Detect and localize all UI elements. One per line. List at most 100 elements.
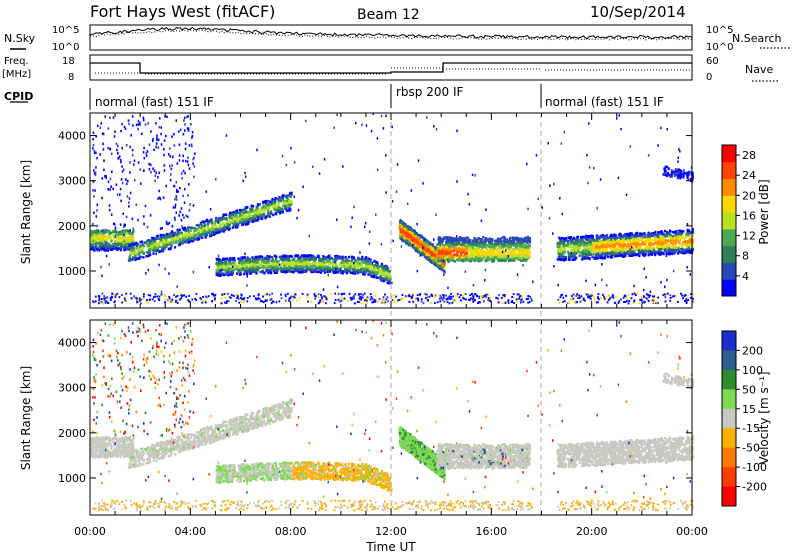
- echo-cell: [465, 237, 468, 240]
- echo-cell: [186, 226, 190, 229]
- echo-cell: [490, 245, 493, 249]
- echo-cell: [147, 239, 150, 242]
- echo-cell: [338, 257, 341, 260]
- echo-cell: [174, 197, 176, 201]
- echo-cell: [112, 233, 115, 237]
- echo-cell: [246, 219, 249, 222]
- echo-cell: [234, 211, 237, 214]
- echo-cell: [326, 265, 329, 268]
- echo-cell: [266, 266, 269, 269]
- echo-cell: [344, 255, 347, 259]
- echo-cell: [496, 254, 499, 257]
- echo-cell: [485, 251, 488, 255]
- echo-cell: [249, 217, 252, 221]
- echo-cell: [101, 229, 104, 232]
- echo-cell: [206, 226, 209, 229]
- echo-cell: [502, 259, 505, 262]
- echo-cell: [468, 240, 471, 244]
- echo-cell: [93, 151, 96, 155]
- echo-cell: [429, 242, 432, 246]
- echo-cell: [288, 206, 291, 210]
- echo-cell: [354, 270, 357, 273]
- echo-cell: [438, 264, 441, 267]
- echo-cell: [251, 217, 254, 220]
- echo-cell: [464, 259, 468, 262]
- echo-cell: [101, 232, 104, 235]
- echo-cell: [354, 261, 357, 264]
- echo-cell: [113, 230, 116, 234]
- echo-cell: [112, 222, 115, 225]
- echo-cell: [218, 231, 221, 234]
- echo-cell: [191, 136, 193, 139]
- echo-cell: [256, 215, 259, 218]
- echo-cell: [131, 256, 135, 259]
- echo-cell: [287, 197, 290, 201]
- echo-cell: [477, 247, 481, 251]
- echo-cell: [121, 146, 123, 150]
- echo-cell: [256, 269, 259, 272]
- echo-cell: [472, 258, 475, 261]
- echo-cell: [144, 123, 147, 126]
- echo-cell: [178, 243, 181, 246]
- echo-cell: [100, 237, 103, 240]
- echo-cell: [117, 144, 119, 148]
- echo-cell: [315, 262, 318, 265]
- echo-cell: [231, 271, 234, 274]
- echo-cell: [262, 260, 265, 264]
- echo-cell: [436, 247, 439, 251]
- echo-cell: [371, 263, 374, 267]
- echo-cell: [508, 238, 511, 242]
- echo-cell: [210, 232, 213, 235]
- echo-cell: [334, 270, 337, 274]
- echo-cell: [338, 263, 342, 267]
- echo-cell: [497, 255, 500, 259]
- echo-cell: [410, 229, 413, 232]
- echo-cell: [109, 147, 111, 151]
- echo-cell: [410, 231, 413, 234]
- echo-cell: [468, 242, 471, 245]
- echo-cell: [284, 270, 287, 273]
- echo-cell: [142, 256, 145, 259]
- echo-cell: [161, 242, 164, 245]
- echo-cell: [173, 184, 175, 188]
- echo-cell: [248, 218, 251, 221]
- echo-cell: [288, 259, 291, 262]
- beam-label: Beam 12: [357, 7, 420, 23]
- echo-cell: [342, 260, 345, 264]
- echo-cell: [177, 233, 180, 236]
- echo-cell: [386, 276, 389, 280]
- echo-cell: [399, 233, 402, 237]
- echo-cell: [346, 264, 349, 268]
- echo-cell: [293, 257, 296, 261]
- echo-cell: [266, 212, 270, 216]
- echo-cell: [461, 240, 464, 244]
- echo-cell: [176, 162, 179, 165]
- echo-cell: [251, 205, 255, 208]
- echo-cell: [520, 256, 523, 259]
- echo-cell: [159, 197, 162, 201]
- noise-top-left: 10^5: [52, 25, 79, 36]
- echo-cell: [181, 240, 184, 243]
- echo-cell: [513, 249, 516, 252]
- echo-cell: [93, 239, 96, 242]
- echo-cell: [462, 246, 465, 249]
- echo-cell: [212, 223, 215, 227]
- cpid-label: CPID: [4, 90, 33, 103]
- echo-cell: [295, 263, 298, 266]
- echo-cell: [223, 213, 226, 216]
- echo-cell: [116, 148, 118, 152]
- echo-cell: [273, 200, 276, 203]
- echo-cell: [255, 258, 258, 261]
- echo-cell: [246, 205, 249, 209]
- echo-cell: [504, 254, 507, 257]
- echo-cell: [268, 255, 271, 258]
- echo-cell: [282, 270, 285, 274]
- echo-cell: [129, 254, 132, 257]
- echo-cell: [204, 236, 207, 239]
- echo-cell: [268, 257, 271, 260]
- echo-cell: [97, 238, 100, 241]
- echo-cell: [246, 256, 249, 259]
- echo-cell: [441, 238, 444, 241]
- echo-cell: [246, 257, 249, 261]
- echo-cell: [173, 144, 176, 147]
